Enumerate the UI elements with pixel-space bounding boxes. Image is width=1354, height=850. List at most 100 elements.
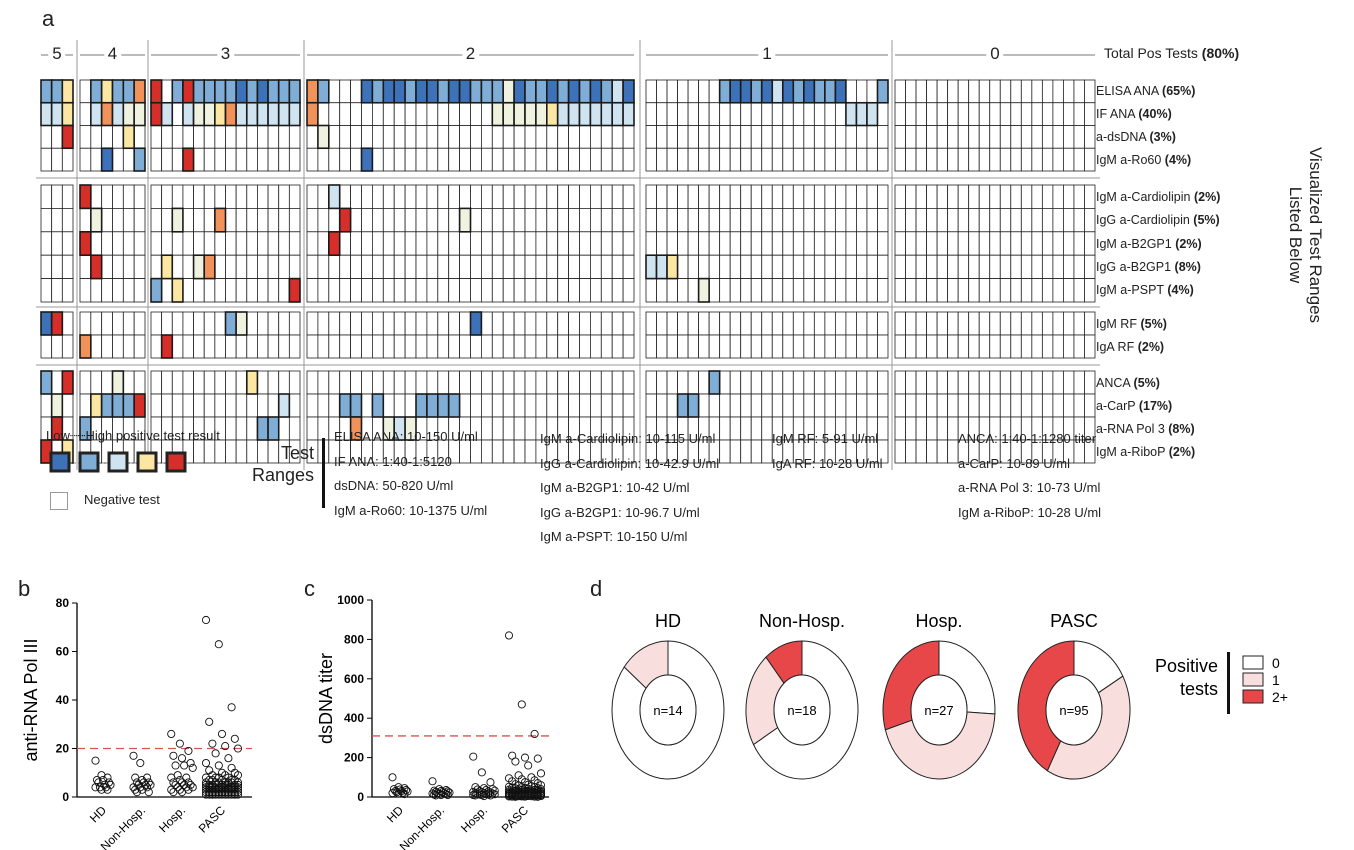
heatmap-cell	[557, 147, 570, 172]
group-label-0: 0	[986, 44, 1004, 64]
heatmap-cell-positive	[90, 79, 103, 104]
group-label-3: 3	[216, 44, 235, 64]
heatmap-cell	[557, 254, 570, 279]
heatmap-cell	[61, 254, 74, 279]
heatmap-cell	[317, 102, 330, 126]
heatmap-cell	[448, 231, 461, 256]
heatmap-cell	[203, 278, 216, 303]
heatmap-cell	[491, 125, 504, 149]
heatmap-cell	[856, 311, 868, 336]
heatmap-cell	[415, 184, 428, 209]
heatmap-cell	[1020, 147, 1033, 172]
heatmap-cell	[1063, 311, 1075, 336]
heatmap-cell	[171, 147, 184, 172]
heatmap-cell	[947, 370, 959, 395]
heatmap-cell	[278, 370, 290, 395]
heatmap-cell	[90, 278, 103, 303]
heatmap-cell	[1063, 334, 1075, 359]
heatmap-cell-positive	[338, 393, 352, 418]
heatmap-cell	[437, 311, 450, 336]
heatmap-cell	[267, 278, 280, 303]
heatmap-cell	[750, 334, 763, 359]
row-label: a-CarP (17%)	[1096, 399, 1172, 413]
heatmap-cell	[306, 147, 319, 172]
heatmap-cell-positive	[224, 101, 237, 127]
heatmap-cell	[1052, 311, 1064, 336]
x-tick-label: PASC	[499, 803, 532, 836]
heatmap-cell	[792, 254, 805, 279]
heatmap-cell	[698, 311, 710, 336]
heatmap-cell	[246, 147, 258, 172]
heatmap-cell	[361, 254, 373, 279]
heatmap-cell	[999, 125, 1012, 149]
heatmap-cell	[978, 278, 991, 303]
heatmap-cell	[480, 370, 493, 395]
heatmap-cell	[936, 439, 949, 464]
heatmap-cell-positive	[739, 79, 753, 104]
test-range-item: ELISA ANA: 10-150 U/ml	[334, 429, 478, 444]
heatmap-cell	[792, 334, 805, 359]
heatmap-cell	[905, 278, 917, 303]
heatmap-cell	[257, 231, 269, 256]
heatmap-cell-positive	[50, 79, 64, 104]
heatmap-cell-positive	[203, 254, 216, 280]
heatmap-cell	[278, 184, 290, 209]
heatmap-cell	[79, 147, 92, 172]
heatmap-cell	[568, 207, 580, 233]
heatmap-cell-positive	[447, 393, 461, 418]
heatmap-cell	[371, 311, 384, 336]
heatmap-cell	[150, 393, 163, 418]
heatmap-cell	[999, 79, 1012, 104]
heatmap-cell	[834, 231, 847, 256]
heatmap-cell	[61, 207, 74, 233]
data-point	[403, 787, 412, 796]
heatmap-cell	[622, 370, 635, 395]
heatmap-cell	[866, 334, 878, 359]
row-label-name: ANCA	[1096, 375, 1131, 390]
heatmap-cell	[51, 207, 63, 233]
heatmap-cell-positive	[150, 101, 163, 127]
heatmap-cell	[350, 79, 362, 104]
heatmap-cell	[834, 370, 847, 395]
heatmap-cell	[193, 278, 205, 303]
heatmap-cell-positive	[192, 254, 206, 280]
heatmap-cell	[339, 334, 352, 359]
heatmap-cell	[350, 254, 362, 279]
heatmap-cell-positive	[803, 79, 816, 104]
heatmap-cell	[645, 207, 657, 233]
heatmap-cell	[546, 184, 559, 209]
heatmap-cell	[235, 125, 248, 149]
heatmap-cell	[267, 393, 280, 418]
heatmap-cell	[666, 370, 678, 395]
data-point	[208, 739, 217, 748]
heatmap-cell	[79, 79, 92, 104]
heatmap-cell	[1010, 278, 1022, 303]
heatmap-cell	[915, 439, 927, 464]
heatmap-cell	[845, 311, 857, 336]
heatmap-cell	[122, 231, 135, 256]
heatmap-cell	[792, 370, 805, 395]
heatmap-cell	[813, 393, 826, 418]
heatmap-cell-positive	[393, 79, 406, 104]
heatmap-cell	[101, 207, 113, 233]
heatmap-cell	[740, 334, 752, 359]
heatmap-cell	[415, 311, 428, 336]
heatmap-cell	[771, 207, 784, 233]
heatmap-cell	[729, 439, 742, 464]
heatmap-cell	[161, 393, 173, 418]
heatmap-cell	[1020, 231, 1033, 256]
heatmap-cell	[600, 278, 613, 303]
heatmap-cell	[666, 393, 678, 418]
heatmap-cell	[729, 125, 742, 149]
heatmap-cell	[845, 278, 857, 303]
heatmap-cell	[600, 147, 613, 172]
heatmap-cell	[611, 147, 624, 172]
heatmap-cell	[989, 147, 1001, 172]
heatmap-cell	[645, 370, 657, 395]
y-tick-label: 800	[344, 632, 364, 646]
data-point	[392, 788, 402, 797]
heatmap-cell	[1031, 184, 1043, 209]
heatmap-cell	[404, 370, 417, 395]
heatmap-cell	[947, 79, 959, 104]
